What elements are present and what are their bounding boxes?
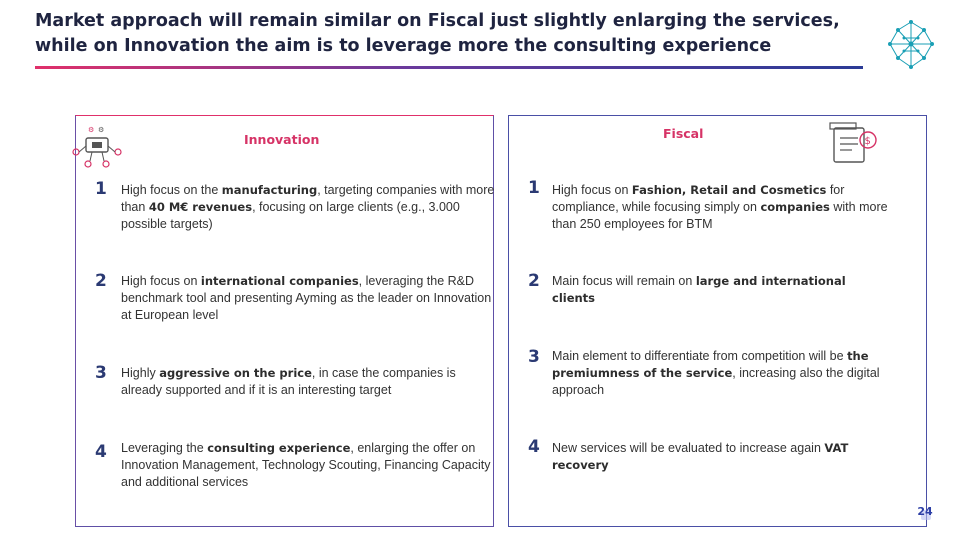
innovation-item-text: Highly aggressive on the price, in case …	[121, 366, 456, 397]
fiscal-item-text: Main element to differentiate from compe…	[552, 349, 880, 397]
innovation-heading: Innovation	[244, 132, 320, 147]
innovation-item-number: 4	[95, 442, 107, 462]
fiscal-item-text: Main focus will remain on large and inte…	[552, 274, 846, 305]
tax-document-icon: $	[829, 122, 877, 163]
slide-title: Market approach will remain similar on F…	[35, 11, 840, 56]
svg-text:$: $	[865, 136, 871, 147]
title-underline	[35, 66, 863, 69]
innovation-panel	[75, 115, 494, 527]
svg-text:⚙: ⚙	[88, 126, 94, 134]
svg-text:⚙: ⚙	[98, 126, 104, 134]
innovation-icon: ⚙ ⚙	[72, 126, 122, 168]
innovation-item-number: 3	[95, 363, 107, 383]
page-number-marker	[921, 510, 931, 520]
fiscal-item-text: New services will be evaluated to increa…	[552, 441, 849, 472]
fiscal-heading: Fiscal	[663, 126, 704, 141]
innovation-item-text: Leveraging the consulting experience, en…	[121, 441, 491, 489]
fiscal-item-number: 1	[528, 178, 540, 198]
innovation-item-text: High focus on the manufacturing, targeti…	[121, 183, 495, 231]
innovation-item-number: 1	[95, 179, 107, 199]
network-logo-icon	[888, 20, 934, 69]
fiscal-item-number: 2	[528, 271, 540, 291]
fiscal-item-text: High focus on Fashion, Retail and Cosmet…	[552, 183, 888, 231]
fiscal-item-number: 3	[528, 347, 540, 367]
page-number: 24	[917, 505, 933, 518]
innovation-item-number: 2	[95, 271, 107, 291]
fiscal-panel	[508, 115, 927, 527]
fiscal-item-number: 4	[528, 437, 540, 457]
innovation-item-text: High focus on international companies, l…	[121, 274, 492, 322]
